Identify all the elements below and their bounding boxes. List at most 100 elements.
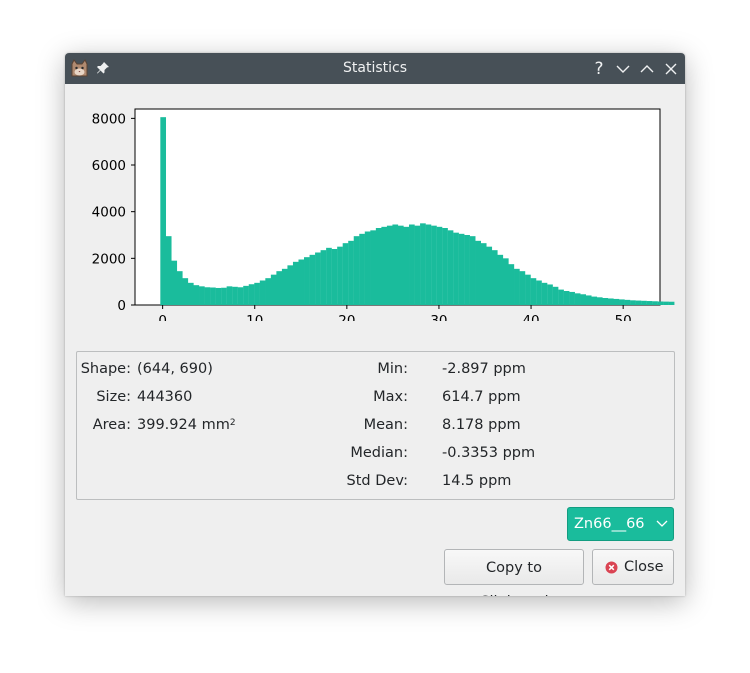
histogram-bar (359, 233, 365, 305)
histogram-bar (397, 225, 404, 305)
histogram-chart: 0 10 20 30 40 50 0 2000 4000 6000 8000 (65, 84, 685, 329)
y-tick-label: 4000 (92, 205, 126, 221)
histogram-bar (453, 232, 459, 305)
histogram-bar (519, 271, 526, 305)
histogram-bar (475, 240, 482, 305)
histogram-bar (226, 286, 233, 305)
chevron-down-icon (616, 65, 630, 73)
histogram-bar (171, 260, 178, 305)
histogram-bar (221, 287, 227, 305)
histogram-bar (552, 286, 559, 305)
histogram-bar (337, 246, 343, 305)
copy-to-clipboard-button[interactable]: Copy to Clipboard (444, 549, 584, 596)
min-label: Min: (377, 361, 408, 377)
histogram-bar (304, 257, 310, 305)
histogram-bar (364, 231, 371, 305)
histogram-bar (508, 264, 515, 305)
size-label: Size: (96, 389, 131, 405)
histogram-bar (536, 280, 542, 305)
window-close-button[interactable] (661, 59, 681, 79)
x-tick-label: 0 (158, 313, 167, 321)
min-value: -2.897 ppm (442, 361, 526, 377)
histogram-bar (569, 291, 575, 305)
histogram-bar (287, 265, 294, 305)
histogram-bar (480, 243, 487, 305)
histogram-bar (635, 300, 642, 305)
histogram-bar (502, 258, 509, 305)
histogram-bar (292, 261, 299, 305)
histogram-bar (646, 301, 653, 305)
histogram-bar (281, 268, 288, 305)
histogram-bar (491, 250, 498, 305)
histogram-bar (210, 287, 216, 305)
histogram-bar (447, 230, 454, 305)
y-tick-label: 2000 (92, 251, 126, 267)
histogram-bar (315, 252, 321, 305)
histogram-bar (248, 284, 255, 305)
histogram-bar (165, 236, 172, 305)
histogram-bar (580, 294, 587, 305)
shape-label: Shape: (80, 361, 131, 377)
std-dev-value: 14.5 ppm (442, 473, 512, 489)
x-tick-label: 50 (615, 313, 632, 321)
histogram-bar (563, 291, 570, 305)
max-value: 614.7 ppm (442, 389, 521, 405)
histogram-bar (431, 225, 437, 305)
histogram-bar (215, 287, 222, 305)
max-label: Max: (373, 389, 408, 405)
histogram-bar (370, 230, 377, 305)
pin-icon[interactable] (96, 61, 110, 75)
shape-value: (644, 690) (137, 361, 213, 377)
histogram-bar (596, 297, 603, 305)
histogram-bar (547, 284, 553, 305)
histogram-bars (160, 117, 675, 305)
histogram-bar (607, 298, 614, 305)
histogram-bar (176, 271, 183, 305)
x-tick-label: 30 (430, 313, 447, 321)
std-dev-label: Std Dev: (346, 473, 408, 489)
histogram-bar (348, 240, 354, 305)
histogram-bar (641, 300, 647, 305)
chevron-up-icon (640, 65, 654, 73)
title-bar[interactable]: Statistics ? (65, 53, 685, 84)
cat-app-icon (71, 59, 88, 77)
histogram-bar (420, 223, 426, 305)
histogram-bar (591, 296, 598, 305)
histogram-bar (187, 282, 194, 305)
histogram-bar (386, 225, 393, 305)
histogram-bar (320, 250, 327, 305)
close-button-label: Close (624, 559, 664, 575)
histogram-bar (270, 274, 277, 305)
statistics-panel: Shape: (644, 690) Size: 444360 Area: 399… (76, 351, 675, 500)
histogram-bar (265, 278, 272, 305)
minimize-button[interactable] (613, 59, 633, 79)
histogram-bar (630, 300, 636, 305)
histogram-bar (342, 243, 349, 305)
close-button[interactable]: Close (592, 549, 674, 585)
histogram-bar (657, 301, 664, 305)
chevron-down-icon (656, 520, 668, 527)
histogram-bar (409, 224, 415, 305)
histogram-bar (530, 278, 537, 305)
histogram-bar (497, 254, 504, 305)
size-value: 444360 (137, 389, 193, 405)
element-select-value: Zn66__66 (574, 516, 645, 532)
histogram-bar (160, 117, 167, 305)
histogram-bar (232, 286, 238, 305)
histogram-bar (619, 299, 625, 305)
histogram-bar (193, 285, 200, 305)
y-tick-label: 6000 (92, 158, 126, 174)
element-select[interactable]: Zn66__66 (567, 507, 674, 541)
close-circle-icon (605, 561, 618, 574)
histogram-bar (668, 301, 675, 305)
histogram-bar (541, 282, 548, 305)
histogram-bar (309, 254, 316, 305)
y-tick-label: 0 (117, 298, 126, 314)
histogram-bar (486, 246, 493, 305)
histogram-bar (652, 301, 658, 305)
histogram-bar (403, 226, 410, 305)
maximize-button[interactable] (637, 59, 657, 79)
histogram-bar (464, 235, 470, 305)
help-button[interactable]: ? (594, 59, 604, 79)
close-icon (665, 63, 677, 75)
